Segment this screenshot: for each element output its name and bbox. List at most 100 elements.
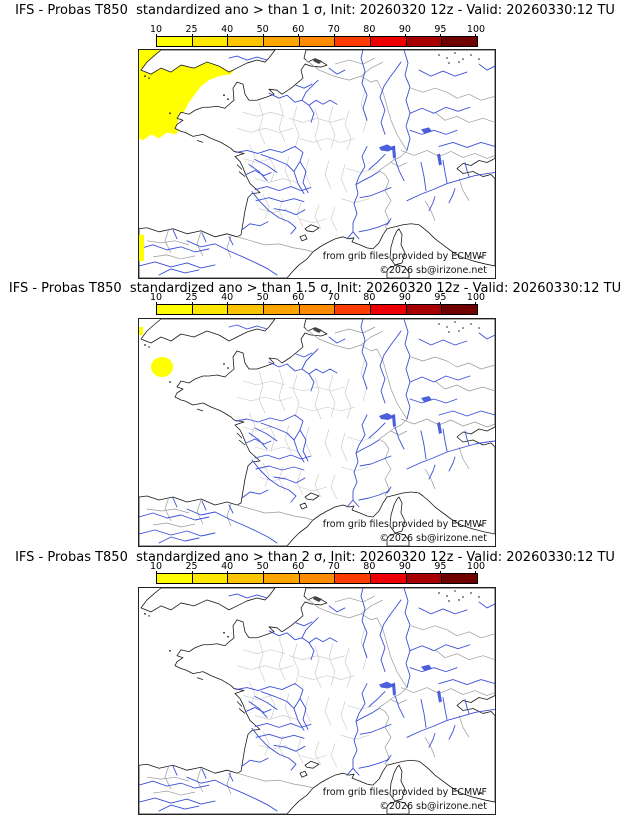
colorbar-tick-mark xyxy=(227,302,229,305)
colorbar-tick-mark xyxy=(156,34,157,37)
colorbar-segment-95-100 xyxy=(442,574,478,583)
colorbar-tick-label: 60 xyxy=(292,292,305,303)
colorbar-tick-mark xyxy=(404,571,406,574)
attribution-copyright: ©2026 sb@irizone.net xyxy=(379,801,487,812)
colorbar-segment-95-100 xyxy=(442,37,478,46)
colorbar-tick-label: 40 xyxy=(221,561,234,572)
colorbar-tick-mark xyxy=(475,302,476,305)
colorbar xyxy=(156,36,478,47)
colorbar-tick-mark xyxy=(369,302,371,305)
colorbar-tick-label: 90 xyxy=(398,24,411,35)
colorbar-tick-mark xyxy=(191,571,193,574)
colorbar-tick-mark xyxy=(191,302,193,305)
colorbar-tick-mark xyxy=(404,302,406,305)
colorbar-tick-mark xyxy=(227,571,229,574)
colorbar-tick-mark xyxy=(262,34,264,37)
colorbar-segment-90-95 xyxy=(406,574,443,583)
colorbar-segment-60-70 xyxy=(299,305,336,314)
probability-dot-left-edge xyxy=(139,327,143,335)
colorbar-tick-mark xyxy=(475,571,476,574)
colorbar-tick-label: 70 xyxy=(327,24,340,35)
colorbar-segment-80-90 xyxy=(371,305,407,314)
attribution-source: from grib files provided by ECMWF xyxy=(322,787,487,798)
colorbar-segment-50-60 xyxy=(264,37,300,46)
colorbar-tick-mark xyxy=(440,34,442,37)
tick-row: 10 25 40 50 60 70 80 90 95 100 xyxy=(150,292,485,305)
colorbar-segment-60-70 xyxy=(299,574,336,583)
colorbar-tick-label: 60 xyxy=(292,24,305,35)
colorbar-tick-mark xyxy=(440,571,442,574)
colorbar-tick-mark xyxy=(333,34,335,37)
map-panel-3: from grib files provided by ECMWF ©2026 … xyxy=(138,587,496,815)
colorbar-tick-mark xyxy=(156,571,157,574)
colorbar-tick-label: 100 xyxy=(466,292,486,303)
colorbar-tick-label: 80 xyxy=(363,561,376,572)
colorbar-segment-25-40 xyxy=(192,574,229,583)
colorbar-tick-label: 10 xyxy=(149,292,163,303)
colorbar-tick-mark xyxy=(333,571,335,574)
colorbar xyxy=(156,304,478,315)
colorbar-tick-mark xyxy=(440,302,442,305)
colorbar-tick-mark xyxy=(333,302,335,305)
colorbar-segment-50-60 xyxy=(264,305,300,314)
colorbar-tick-label: 90 xyxy=(398,292,411,303)
attribution-copyright: ©2026 sb@irizone.net xyxy=(379,533,487,544)
colorbar-segment-25-40 xyxy=(192,37,229,46)
colorbar-tick-mark xyxy=(262,302,264,305)
probability-blob-gt1p5sigma xyxy=(151,357,173,377)
colorbar-tick-label: 95 xyxy=(434,24,447,35)
colorbar-segment-60-70 xyxy=(299,37,336,46)
map-panel-1: from grib files provided by ECMWF ©2026 … xyxy=(138,49,496,279)
colorbar-segment-80-90 xyxy=(371,574,407,583)
colorbar-tick-label: 50 xyxy=(256,561,269,572)
colorbar-tick-mark xyxy=(404,34,406,37)
colorbar-segment-10-25 xyxy=(157,37,193,46)
colorbar-tick-mark xyxy=(369,34,371,37)
colorbar-tick-mark xyxy=(227,34,229,37)
colorbar-segment-70-80 xyxy=(335,305,372,314)
probability-strip-left-edge xyxy=(139,234,144,261)
colorbar-segment-70-80 xyxy=(335,574,372,583)
colorbar-tick-label: 80 xyxy=(363,292,376,303)
colorbar-segment-10-25 xyxy=(157,574,193,583)
colorbar-tick-label: 40 xyxy=(221,292,234,303)
panel-3-title: IFS - Probas T850 standardized ano > tha… xyxy=(15,550,615,565)
tick-row: 10 25 40 50 60 70 80 90 95 100 xyxy=(150,24,485,37)
colorbar-segment-40-50 xyxy=(228,574,265,583)
colorbar-tick-label: 90 xyxy=(398,561,411,572)
attribution-source: from grib files provided by ECMWF xyxy=(322,519,487,530)
colorbar-segment-50-60 xyxy=(264,574,300,583)
colorbar xyxy=(156,573,478,584)
probability-area-gt1sigma xyxy=(139,50,237,141)
colorbar-tick-label: 60 xyxy=(292,561,305,572)
colorbar-segment-70-80 xyxy=(335,37,372,46)
colorbar-tick-mark xyxy=(369,571,371,574)
colorbar-tick-label: 10 xyxy=(149,561,163,572)
colorbar-tick-mark xyxy=(156,302,157,305)
colorbar-tick-label: 40 xyxy=(221,24,234,35)
colorbar-tick-mark xyxy=(475,34,476,37)
colorbar-tick-label: 10 xyxy=(149,24,163,35)
colorbar-segment-95-100 xyxy=(442,305,478,314)
panel-2-title: IFS - Probas T850 standardized ano > tha… xyxy=(8,281,622,296)
colorbar-segment-10-25 xyxy=(157,305,193,314)
colorbar-segment-80-90 xyxy=(371,37,407,46)
colorbar-segment-90-95 xyxy=(406,305,443,314)
colorbar-tick-mark xyxy=(191,34,193,37)
map-panel-2: from grib files provided by ECMWF ©2026 … xyxy=(138,318,496,547)
colorbar-tick-label: 50 xyxy=(256,292,269,303)
panel-1-title: IFS - Probas T850 standardized ano > tha… xyxy=(15,3,615,18)
colorbar-tick-label: 100 xyxy=(466,561,486,572)
colorbar-tick-label: 95 xyxy=(434,561,447,572)
attribution-copyright: ©2026 sb@irizone.net xyxy=(379,265,487,276)
colorbar-tick-mark xyxy=(298,571,300,574)
colorbar-tick-label: 50 xyxy=(256,24,269,35)
tick-row: 10 25 40 50 60 70 80 90 95 100 xyxy=(150,561,485,574)
colorbar-tick-label: 80 xyxy=(363,24,376,35)
colorbar-tick-label: 70 xyxy=(327,292,340,303)
attribution-source: from grib files provided by ECMWF xyxy=(322,251,487,262)
colorbar-tick-label: 70 xyxy=(327,561,340,572)
colorbar-segment-40-50 xyxy=(228,37,265,46)
colorbar-tick-label: 25 xyxy=(185,24,198,35)
